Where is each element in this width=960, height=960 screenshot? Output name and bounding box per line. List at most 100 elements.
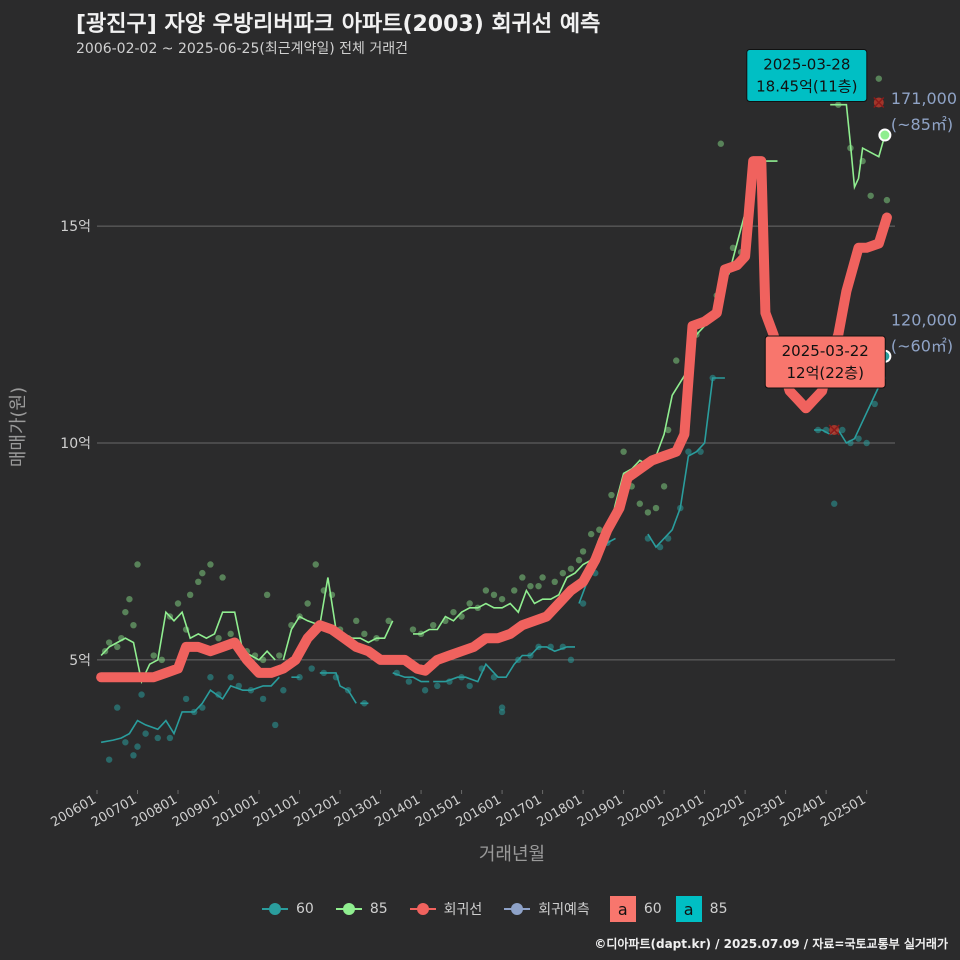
y-tick-label: 15억 — [60, 219, 91, 235]
end-label-value: 120,000 — [891, 310, 957, 329]
scatter-point-85 — [664, 426, 672, 434]
scatter-point-60 — [272, 721, 279, 729]
scatter-point-60 — [405, 678, 413, 685]
scatter-point-85 — [304, 600, 311, 607]
x-tick-labels: 2006012007012008012009012010012011012012… — [49, 790, 869, 830]
scatter-point-85 — [114, 643, 121, 651]
scatter-point-60 — [863, 439, 870, 447]
scatter-point-60 — [105, 756, 113, 763]
scatter-point-60 — [154, 734, 161, 742]
scatter-point-85 — [430, 621, 437, 629]
scatter-point-85 — [875, 75, 882, 82]
scatter-point-85 — [312, 561, 319, 568]
scatter-point-60 — [166, 734, 174, 742]
series-line-60 — [392, 672, 430, 683]
y-tick-label: 5억 — [69, 653, 91, 669]
x-tick-label: 202001 — [616, 792, 666, 830]
x-tick-label: 201101 — [251, 792, 301, 830]
x-tick-label: 202501 — [818, 792, 868, 830]
series-line-60 — [814, 356, 886, 445]
chart-subtitle: 2006-02-02 ~ 2025-06-25(최근계약일) 전체 거래건 — [76, 41, 408, 57]
y-tick-label: 10억 — [60, 436, 91, 452]
scatter-point-60 — [498, 708, 506, 716]
scatter-point-60 — [871, 400, 878, 408]
scatter-point-85 — [207, 561, 214, 568]
x-tick-label: 202101 — [656, 792, 706, 830]
scatter-point-60 — [685, 448, 692, 455]
scatter-point-60 — [138, 691, 145, 698]
x-tick-label: 201701 — [494, 792, 544, 830]
x-tick-label: 201901 — [575, 792, 625, 830]
y-axis-label: 매매가(원) — [8, 387, 29, 467]
legend-label: 회귀선 — [443, 902, 483, 918]
legend-box-60: a 60 — [609, 896, 662, 922]
scatter-point-85 — [519, 574, 526, 581]
scatter-point-85 — [482, 587, 490, 594]
legend-label: 60 — [296, 901, 314, 917]
scatter-point-85 — [174, 600, 182, 607]
scatter-point-60 — [434, 682, 441, 690]
x-tick-label: 200701 — [89, 792, 139, 830]
scatter-point-60 — [855, 435, 862, 442]
scatter-point-85 — [883, 196, 891, 204]
annotation-date: 2025-03-28 — [763, 56, 850, 74]
annotation-date: 2025-03-22 — [782, 342, 869, 360]
legend-box-glyph: a — [609, 896, 636, 922]
scatter-point-85 — [361, 630, 368, 638]
legend-item-forecast: 회귀예측 — [502, 899, 590, 919]
scatter-point-60 — [130, 752, 137, 759]
series-line-85 — [830, 103, 886, 191]
scatter-point-85 — [126, 595, 133, 603]
x-tick-label: 201201 — [292, 792, 342, 830]
legend-item-60: 60 — [260, 899, 314, 919]
legend: 60 85 회귀선 회귀예측 a 60 a 85 — [260, 896, 741, 922]
scatter-point-85 — [539, 574, 546, 581]
series-line-85 — [413, 208, 750, 635]
scatter-point-60 — [142, 730, 149, 737]
annotation-price: 12억(22층) — [786, 364, 863, 382]
scatter-point-85 — [551, 578, 558, 586]
scatter-point-85 — [219, 574, 226, 581]
scatter-point-85 — [134, 561, 141, 568]
x-tick-label: 202301 — [737, 792, 787, 830]
x-tick-label: 201001 — [211, 792, 261, 830]
scatter-point-85 — [409, 626, 417, 633]
scatter-point-85 — [215, 634, 222, 642]
end-label-area: (~60㎡) — [891, 336, 953, 355]
scatter-point-85 — [567, 565, 575, 572]
scatter-point-60 — [259, 695, 267, 703]
x-tick-label: 200601 — [49, 792, 99, 830]
legend-box-85: a 85 — [675, 896, 728, 922]
scatter-point-85 — [579, 548, 587, 555]
scatter-point-85 — [130, 621, 137, 629]
scatter-point-85 — [490, 591, 498, 599]
scatter-point-85 — [227, 630, 234, 638]
scatter-point-85 — [559, 569, 567, 577]
scatter-point-85 — [527, 582, 534, 590]
x-tick-label: 201301 — [332, 792, 382, 830]
scatter-point-85 — [276, 652, 283, 659]
scatter-point-85 — [867, 192, 874, 199]
legend-box-glyph: a — [675, 896, 702, 922]
x-axis-label: 거래년월 — [479, 844, 545, 865]
scatter-point-85 — [596, 526, 603, 533]
legend-label: 85 — [709, 901, 728, 917]
scatter-point-85 — [652, 504, 660, 512]
scatter-point-60 — [831, 500, 838, 507]
y-tick-labels: 5억 10억 15억 — [60, 219, 91, 669]
scatter-point-85 — [608, 491, 615, 499]
x-tick-label: 200801 — [130, 792, 180, 830]
scatter-point-60 — [421, 687, 429, 694]
scatter-point-85 — [575, 556, 583, 564]
annotation-box — [764, 335, 886, 389]
scatter-point-85 — [729, 244, 737, 252]
scatter-point-60 — [567, 656, 575, 664]
x-tick-label: 201401 — [373, 792, 423, 830]
annotation-box — [746, 49, 868, 103]
x-tick-label: 201801 — [535, 792, 585, 830]
scatter-point-85 — [717, 140, 725, 147]
x-tick-label: 201501 — [413, 792, 463, 830]
regression-line — [96, 156, 892, 683]
scatter-point-85 — [673, 357, 680, 364]
